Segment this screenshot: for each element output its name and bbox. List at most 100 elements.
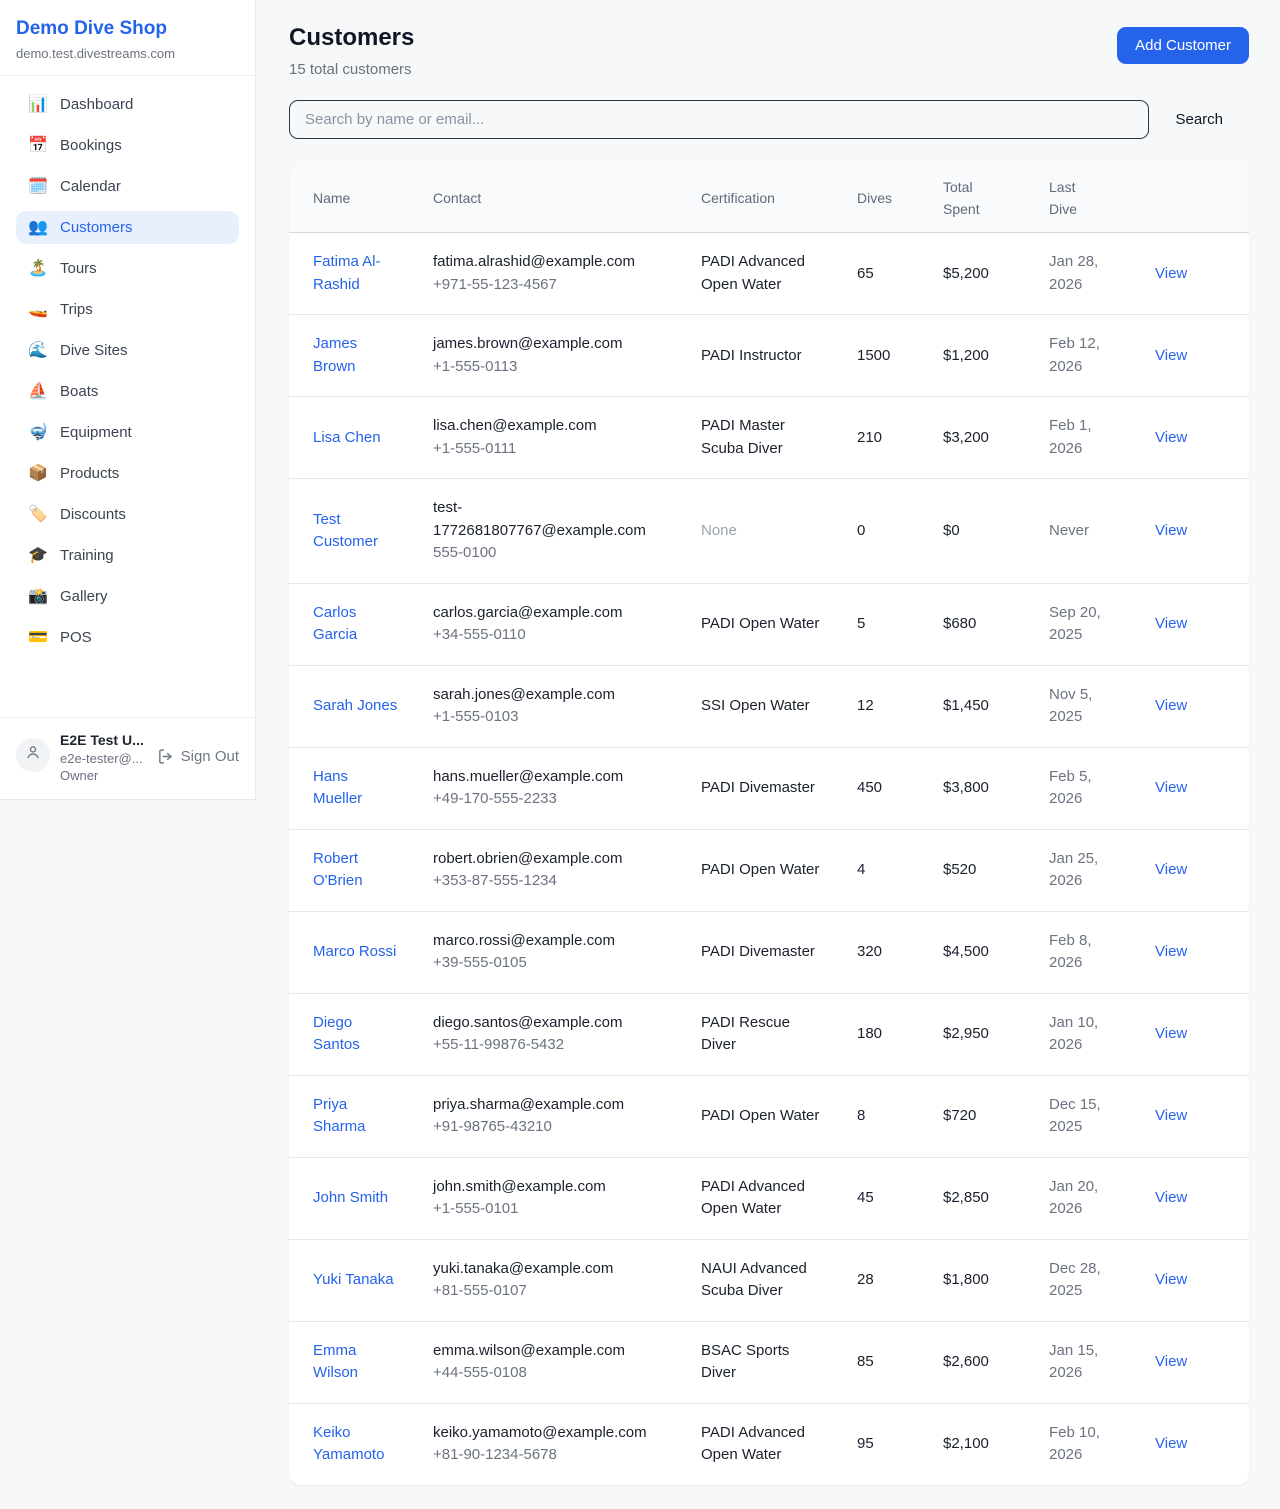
sidebar-item-products[interactable]: 📦 Products (16, 457, 239, 490)
customer-email: yuki.tanaka@example.com (433, 1259, 614, 1277)
boats-icon: ⛵ (28, 382, 48, 400)
sidebar-item-dashboard[interactable]: 📊 Dashboard (16, 88, 239, 121)
brand-block: Demo Dive Shop demo.test.divestreams.com (0, 0, 255, 76)
customer-last-dive: Nov 5, 2025 (1049, 685, 1093, 726)
sign-out-button[interactable]: Sign Out (157, 748, 239, 765)
view-customer-link[interactable]: View (1155, 1435, 1188, 1453)
customer-name-link[interactable]: Fatima Al-Rashid (313, 253, 381, 293)
view-customer-link[interactable]: View (1155, 1107, 1188, 1125)
add-customer-button[interactable]: Add Customer (1117, 27, 1249, 64)
customer-name-link[interactable]: Keiko Yamamoto (313, 1423, 385, 1464)
customer-name-link[interactable]: Diego Santos (313, 1013, 360, 1054)
sidebar-item-calendar[interactable]: 🗓️ Calendar (16, 170, 239, 203)
customer-email: fatima.alrashid@example.com (433, 253, 635, 271)
customer-last-dive: Sep 20, 2025 (1049, 603, 1101, 644)
customer-name-link[interactable]: Test Customer (313, 510, 379, 551)
table-row: James Brown james.brown@example.com +1-555… (289, 314, 1249, 398)
sidebar-item-label: Products (60, 465, 120, 482)
view-customer-link[interactable]: View (1155, 615, 1188, 633)
table-row: Diego Santos diego.santos@example.com +55-… (289, 993, 1249, 1076)
table-row: Yuki Tanaka yuki.tanaka@example.com +81-55… (289, 1239, 1249, 1322)
pos-icon: 💳 (28, 628, 48, 646)
view-customer-link[interactable]: View (1155, 943, 1188, 961)
sidebar-item-dive-sites[interactable]: 🌊 Dive Sites (16, 334, 239, 367)
sidebar-item-pos[interactable]: 💳 POS (16, 621, 239, 654)
customer-phone: +1-555-0113 (433, 357, 518, 375)
shop-name: Demo Dive Shop (16, 18, 167, 39)
discounts-icon: 🏷️ (28, 505, 48, 523)
sidebar-item-label: Training (60, 547, 114, 564)
sign-out-icon (157, 748, 174, 765)
customer-certification: PADI Advanced Open Water (701, 253, 805, 293)
customer-dives: 45 (857, 1189, 874, 1207)
calendar-icon: 🗓️ (28, 177, 48, 195)
customer-total-spent: $3,200 (943, 428, 989, 446)
view-customer-link[interactable]: View (1155, 346, 1188, 364)
customer-dives: 180 (857, 1025, 883, 1043)
view-customer-link[interactable]: View (1155, 1271, 1188, 1289)
table-row: Test Customer test-1772681807767@example.… (289, 478, 1249, 584)
sidebar-item-boats[interactable]: ⛵ Boats (16, 375, 239, 408)
view-customer-link[interactable]: View (1155, 1025, 1188, 1043)
view-customer-link[interactable]: View (1155, 697, 1188, 715)
sidebar-item-label: Discounts (60, 506, 126, 523)
column-header-last-dive: Last Dive (1033, 165, 1139, 234)
customer-name-link[interactable]: Hans Mueller (313, 767, 363, 808)
sidebar-item-tours[interactable]: 🏝️ Tours (16, 252, 239, 285)
sidebar-item-customers[interactable]: 👥 Customers (16, 211, 239, 244)
view-customer-link[interactable]: View (1155, 779, 1188, 797)
search-button[interactable]: Search (1149, 111, 1249, 128)
view-customer-link[interactable]: View (1155, 521, 1188, 539)
table-row: Robert O'Brien robert.obrien@example.com +… (289, 829, 1249, 912)
customer-dives: 65 (857, 264, 874, 282)
customer-dives: 28 (857, 1271, 874, 1289)
customer-name-link[interactable]: Yuki Tanaka (313, 1271, 394, 1289)
sidebar-item-trips[interactable]: 🚤 Trips (16, 293, 239, 326)
sidebar-item-label: Calendar (60, 178, 121, 195)
customer-name-link[interactable]: John Smith (313, 1189, 389, 1207)
customer-total-spent: $2,850 (943, 1189, 989, 1207)
sidebar-item-bookings[interactable]: 📅 Bookings (16, 129, 239, 162)
customer-name-link[interactable]: Emma Wilson (313, 1341, 359, 1382)
customer-last-dive: Jan 25, 2026 (1049, 849, 1099, 890)
view-customer-link[interactable]: View (1155, 861, 1188, 879)
customer-dives: 0 (857, 521, 866, 539)
customer-total-spent: $520 (943, 861, 977, 879)
customer-last-dive: Feb 8, 2026 (1049, 931, 1092, 972)
customer-name-link[interactable]: Carlos Garcia (313, 603, 358, 644)
customer-total-spent: $680 (943, 615, 977, 633)
view-customer-link[interactable]: View (1155, 264, 1188, 282)
table-row: Marco Rossi marco.rossi@example.com +39-55… (289, 911, 1249, 994)
table-header-row: Name Contact Certification Dives Total Spent… (289, 165, 1249, 234)
sidebar-item-label: Customers (60, 219, 133, 236)
table-row: Emma Wilson emma.wilson@example.com +44-55… (289, 1321, 1249, 1404)
sidebar-item-label: Gallery (60, 588, 108, 605)
sidebar-item-discounts[interactable]: 🏷️ Discounts (16, 498, 239, 531)
customer-phone: +971-55-123-4567 (433, 275, 557, 293)
sidebar-item-training[interactable]: 🎓 Training (16, 539, 239, 572)
products-icon: 📦 (28, 464, 48, 482)
customer-dives: 95 (857, 1435, 874, 1453)
customer-name-link[interactable]: Robert O'Brien (313, 849, 363, 890)
customer-name-link[interactable]: Lisa Chen (313, 428, 381, 446)
view-customer-link[interactable]: View (1155, 1189, 1188, 1207)
customer-last-dive: Dec 15, 2025 (1049, 1095, 1101, 1136)
customer-name-link[interactable]: Marco Rossi (313, 943, 397, 961)
customer-table-body: Fatima Al-Rashid fatima.alrashid@example.… (289, 232, 1249, 1485)
column-header-actions (1139, 165, 1249, 234)
dive-sites-icon: 🌊 (28, 341, 48, 359)
sidebar-item-equipment[interactable]: 🤿 Equipment (16, 416, 239, 449)
sidebar-item-gallery[interactable]: 📸 Gallery (16, 580, 239, 613)
view-customer-link[interactable]: View (1155, 428, 1188, 446)
customer-name-link[interactable]: Sarah Jones (313, 697, 398, 715)
column-header-certification: Certification (685, 165, 841, 234)
tours-icon: 🏝️ (28, 259, 48, 277)
search-bar: Search (289, 100, 1249, 139)
customer-name-link[interactable]: James Brown (313, 335, 358, 375)
customer-name-link[interactable]: Priya Sharma (313, 1095, 366, 1136)
view-customer-link[interactable]: View (1155, 1353, 1188, 1371)
customer-certification: PADI Open Water (701, 861, 820, 879)
search-input[interactable] (289, 100, 1150, 139)
sidebar-item-label: Bookings (60, 137, 122, 154)
user-email: e2e-tester@... (60, 750, 143, 766)
